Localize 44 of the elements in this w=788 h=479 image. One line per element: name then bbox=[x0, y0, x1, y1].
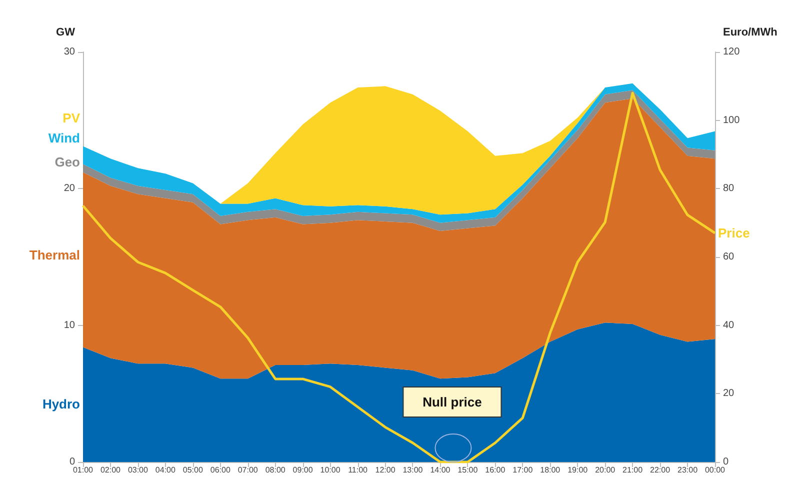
y-tick-label: 30 bbox=[64, 46, 76, 58]
series-label: Wind bbox=[48, 130, 80, 146]
y2-tick-label: 60 bbox=[723, 252, 735, 262]
x-tick-label: 01:00 bbox=[72, 466, 94, 474]
y2-axis-title: Euro/MWh bbox=[723, 26, 778, 38]
x-tick-label: 18:00 bbox=[540, 466, 561, 474]
x-tick-label: 08:00 bbox=[265, 466, 286, 474]
x-tick-label: 19:00 bbox=[568, 466, 588, 474]
x-tick-label: 00:00 bbox=[704, 466, 726, 474]
x-tick-label: 03:00 bbox=[128, 466, 149, 474]
x-tick-label: 05:00 bbox=[182, 466, 204, 474]
y-axis-title: GW bbox=[56, 26, 76, 38]
y2-tick-label: 20 bbox=[723, 388, 735, 400]
x-tick-label: 09:00 bbox=[292, 466, 314, 474]
y2-tick-label: 0 bbox=[723, 456, 729, 468]
series-label: Price bbox=[718, 226, 750, 241]
x-tick-label: 02:00 bbox=[100, 466, 122, 474]
y-tick-label: 0 bbox=[69, 456, 76, 468]
x-tick-label: 10:00 bbox=[320, 466, 341, 474]
y2-tick-label: 100 bbox=[723, 114, 740, 126]
series-label: Hydro bbox=[42, 396, 80, 412]
series-label: Geo bbox=[54, 154, 80, 170]
x-tick-label: 11:00 bbox=[348, 466, 368, 474]
x-tick-label: 17:00 bbox=[512, 466, 534, 474]
x-tick-label: 04:00 bbox=[155, 466, 176, 474]
x-tick-label: 15:00 bbox=[458, 466, 478, 474]
y2-tick-label: 120 bbox=[723, 46, 740, 58]
x-tick-label: 20:00 bbox=[595, 466, 616, 474]
series-label: Thermal bbox=[29, 248, 80, 262]
x-tick-label: 22:00 bbox=[650, 466, 671, 474]
x-tick-label: 06:00 bbox=[210, 466, 231, 474]
annotation: Null price bbox=[422, 394, 482, 410]
y-tick-label: 10 bbox=[64, 320, 76, 331]
y2-tick-label: 40 bbox=[723, 320, 735, 331]
x-tick-label: 07:00 bbox=[238, 466, 258, 474]
x-tick-label: 16:00 bbox=[485, 466, 506, 474]
y2-tick-label: 80 bbox=[723, 183, 735, 194]
series-label: PV bbox=[62, 110, 80, 126]
x-tick-label: 13:00 bbox=[402, 466, 424, 474]
x-tick-label: 14:00 bbox=[430, 466, 451, 474]
x-tick-label: 21:00 bbox=[622, 466, 644, 474]
x-tick-label: 12:00 bbox=[375, 466, 396, 474]
x-tick-label: 23:00 bbox=[678, 466, 698, 474]
y-tick-label: 20 bbox=[64, 183, 76, 194]
